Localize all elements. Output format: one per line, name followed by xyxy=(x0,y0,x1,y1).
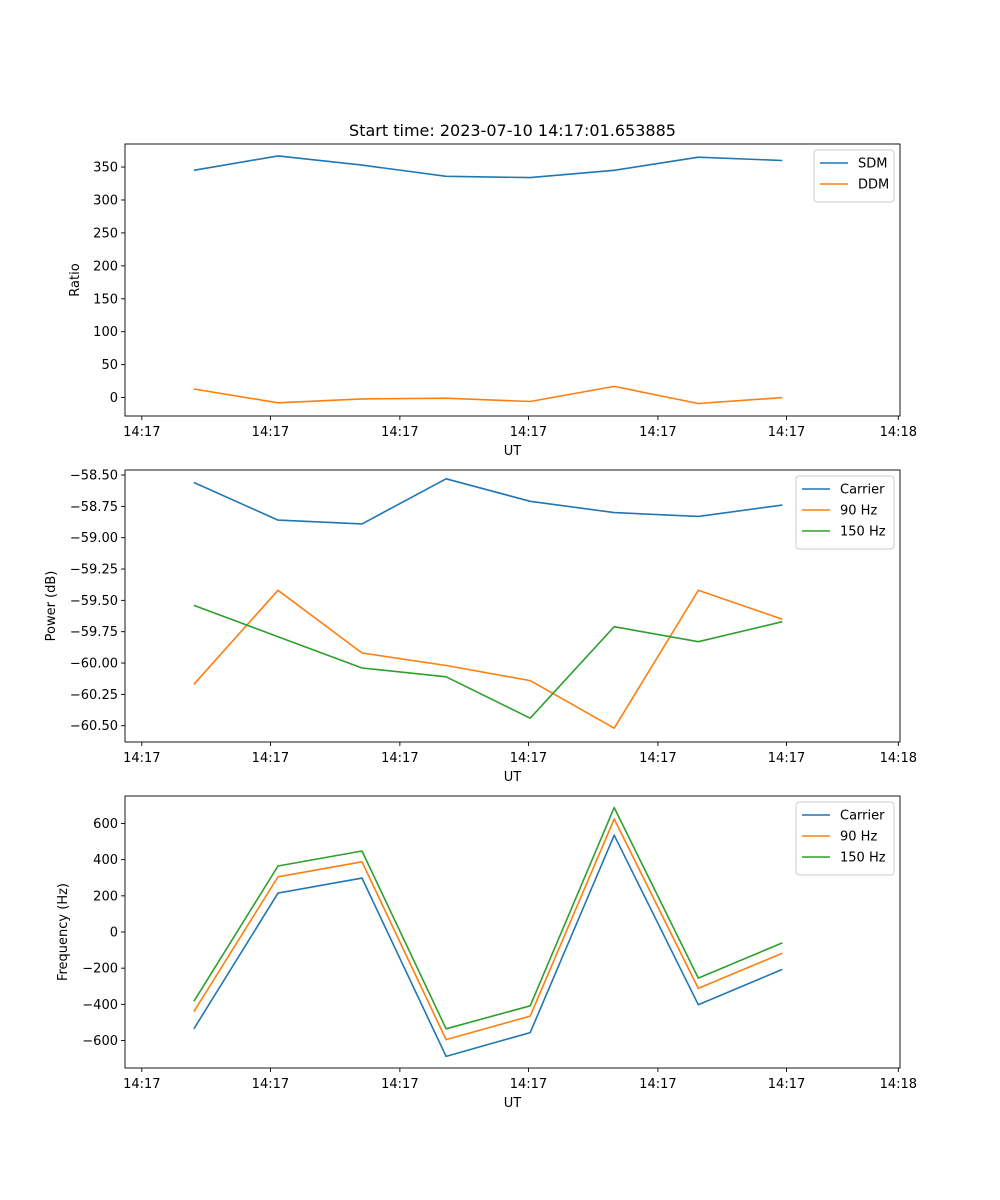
x-tick-label: 14:17 xyxy=(252,425,289,440)
series-line-carrier xyxy=(193,834,783,1058)
y-axis-label: Power (dB) xyxy=(44,571,59,642)
axes-frame xyxy=(124,143,901,417)
legend-label-150-hz: 150 Hz xyxy=(840,851,886,866)
y-tick-label: −58.50 xyxy=(70,469,118,484)
y-tick-label: −60.50 xyxy=(70,719,118,734)
x-tick-label: 14:17 xyxy=(381,1077,418,1092)
x-tick-label: 14:17 xyxy=(639,1077,676,1092)
axes-frame xyxy=(124,469,901,743)
y-tick-label: 0 xyxy=(110,391,118,406)
x-tick-label: 14:17 xyxy=(768,1077,805,1092)
x-tick-label: 14:18 xyxy=(880,1077,917,1092)
x-tick-label: 14:17 xyxy=(768,751,805,766)
y-axis-label: Frequency (Hz) xyxy=(56,883,71,981)
x-tick-label: 14:17 xyxy=(510,425,547,440)
power-panel: 14:17 14:17 14:17 14:17 14:17 14:17 14:18 −58.5… xyxy=(44,469,917,785)
x-tick-label: 14:17 xyxy=(639,751,676,766)
y-tick-label: 50 xyxy=(101,358,118,373)
legend-label-carrier: Carrier xyxy=(840,483,885,498)
series-line-ddm xyxy=(193,385,783,405)
y-tick-label: 200 xyxy=(93,259,118,274)
x-tick-label: 14:17 xyxy=(768,425,805,440)
series-line-150-hz xyxy=(193,604,783,720)
legend-label-ddm: DDM xyxy=(858,178,889,193)
y-tick-label: −59.75 xyxy=(70,625,118,640)
x-tick-label: 14:18 xyxy=(880,425,917,440)
y-tick-label: −200 xyxy=(82,962,118,977)
y-tick-label: 250 xyxy=(93,226,118,241)
y-tick-label: 200 xyxy=(93,889,118,904)
series-line-90-hz xyxy=(193,818,783,1041)
y-tick-label: 300 xyxy=(93,193,118,208)
legend: Carrier 90 Hz 150 Hz xyxy=(795,475,895,550)
y-tick-label: −59.50 xyxy=(70,594,118,609)
series-line-90-hz xyxy=(193,589,783,730)
x-tick-label: 14:17 xyxy=(123,425,160,440)
legend-label-carrier: Carrier xyxy=(840,809,885,824)
y-tick-label: 150 xyxy=(93,292,118,307)
legend-label-sdm: SDM xyxy=(858,157,887,172)
y-axis-label: Ratio xyxy=(68,263,83,296)
y-tick-label: −60.25 xyxy=(70,688,118,703)
series-line-sdm xyxy=(193,155,783,179)
series-line-150-hz xyxy=(193,806,783,1030)
y-tick-label: −600 xyxy=(82,1034,118,1049)
x-axis-label: UT xyxy=(504,444,522,459)
ratio-panel: 14:17 14:17 14:17 14:17 14:17 14:17 14:18 0 50 10… xyxy=(68,143,917,459)
y-tick-label: −60.00 xyxy=(70,657,118,672)
y-tick-label: 0 xyxy=(110,926,118,941)
y-tick-label: −59.25 xyxy=(70,563,118,578)
x-tick-label: 14:17 xyxy=(252,751,289,766)
legend: Carrier 90 Hz 150 Hz xyxy=(795,801,895,876)
x-tick-label: 14:18 xyxy=(880,751,917,766)
x-tick-label: 14:17 xyxy=(510,1077,547,1092)
series-line-carrier xyxy=(193,477,783,525)
y-tick-label: 600 xyxy=(93,817,118,832)
y-tick-label: −59.00 xyxy=(70,531,118,546)
x-tick-label: 14:17 xyxy=(123,1077,160,1092)
x-tick-label: 14:17 xyxy=(639,425,676,440)
y-tick-label: −58.75 xyxy=(70,500,118,515)
x-tick-label: 14:17 xyxy=(381,425,418,440)
y-tick-label: −400 xyxy=(82,998,118,1013)
x-axis-label: UT xyxy=(504,770,522,785)
chart-title: Start time: 2023-07-10 14:17:01.653885 xyxy=(349,121,676,140)
x-tick-label: 14:17 xyxy=(381,751,418,766)
legend-label-150-hz: 150 Hz xyxy=(840,525,886,540)
x-tick-label: 14:17 xyxy=(252,1077,289,1092)
legend: SDM DDM xyxy=(813,149,895,203)
frequency-panel: 14:17 14:17 14:17 14:17 14:17 14:17 14:18 600 40… xyxy=(56,795,917,1111)
x-axis-label: UT xyxy=(504,1096,522,1111)
y-tick-label: 400 xyxy=(93,853,118,868)
y-tick-label: 100 xyxy=(93,325,118,340)
legend-label-90-hz: 90 Hz xyxy=(840,504,877,519)
x-tick-label: 14:17 xyxy=(123,751,160,766)
x-tick-label: 14:17 xyxy=(510,751,547,766)
legend-label-90-hz: 90 Hz xyxy=(840,830,877,845)
y-tick-label: 350 xyxy=(93,161,118,176)
